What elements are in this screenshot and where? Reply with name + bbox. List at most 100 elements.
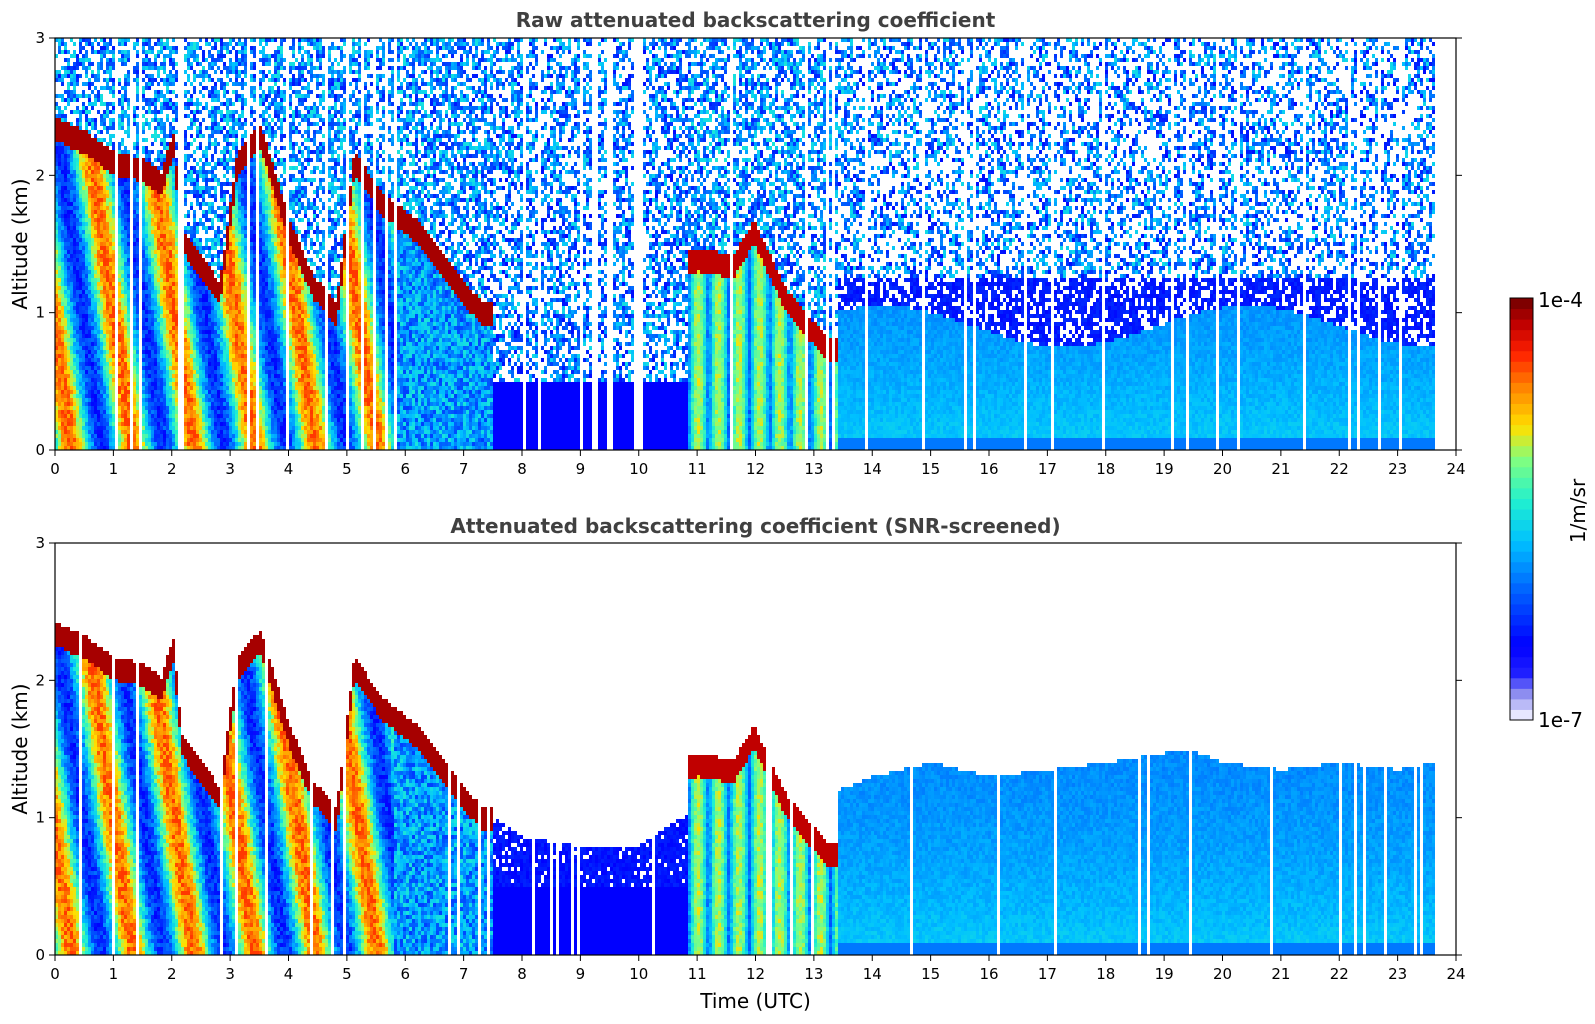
colorbar-step [1510,646,1533,657]
panel-screened-x-tick-label: 15 [921,965,940,983]
colorbar-step [1510,615,1533,626]
colorbar-step [1510,298,1533,309]
colorbar-steps [1510,298,1533,721]
panel-raw-x-tick-label: 21 [1271,460,1290,478]
colorbar-step [1510,309,1533,320]
panel-raw-x-tick-label: 3 [225,460,235,478]
colorbar-step [1510,520,1533,531]
colorbar-step [1510,709,1533,720]
panel-raw-y-tick-label: 3 [35,29,45,47]
panel-screened-x-tick-label: 16 [979,965,998,983]
colorbar-step [1510,319,1533,330]
panel-screened-x-tick-label: 0 [50,965,60,983]
panel-raw-x-tick-label: 15 [921,460,940,478]
panel-screened-xlabel: Time (UTC) [699,989,811,1013]
panel-screened-x-tick-label: 6 [400,965,410,983]
colorbar-step [1510,404,1533,415]
colorbar-step [1510,340,1533,351]
panel-screened-x-tick-label: 21 [1271,965,1290,983]
panel-raw-x-tick-label: 12 [746,460,765,478]
panel-screened-x-tick-label: 22 [1330,965,1349,983]
panel-raw-x-tick-label: 11 [688,460,707,478]
colorbar-step [1510,498,1533,509]
colorbar-step [1510,446,1533,457]
panel-screened-x-tick-label: 20 [1213,965,1232,983]
colorbar-step [1510,604,1533,615]
panel-raw-x-tick-label: 10 [629,460,648,478]
panel-raw-x-tick-label: 6 [400,460,410,478]
panel-screened-y-tick-label: 2 [35,671,45,689]
panel-screened-ylabel: Altitude (km) [8,683,32,814]
panel-raw-y-tick-label: 1 [35,304,45,322]
panel-screened-x-tick-label: 5 [342,965,352,983]
panel-screened: Attenuated backscattering coefficient (S… [8,514,1466,1013]
panel-raw-x-tick-label: 24 [1446,460,1465,478]
panel-raw-x-tick-label: 9 [576,460,586,478]
colorbar-step [1510,425,1533,436]
colorbar-step [1510,562,1533,573]
panel-raw-x-tick-label: 20 [1213,460,1232,478]
panel-screened-x-tick-label: 17 [1038,965,1057,983]
panel-screened-x-tick-label: 13 [804,965,823,983]
panel-screened-x-tick-label: 10 [629,965,648,983]
panel-raw-x-tick-label: 19 [1155,460,1174,478]
panel-raw-x-tick-label: 0 [50,460,60,478]
panel-raw-x-tick-label: 16 [979,460,998,478]
colorbar-step [1510,678,1533,689]
panel-raw-heatmap [55,38,1435,450]
panel-screened-x-tick-label: 7 [459,965,469,983]
panel-screened-x-tick-label: 1 [109,965,119,983]
panel-screened-heatmap [55,623,1435,955]
panel-raw-x-tick-label: 8 [517,460,527,478]
panel-screened-x-tick-label: 9 [576,965,586,983]
colorbar-min-label: 1e-7 [1538,708,1583,732]
colorbar-step [1510,699,1533,710]
colorbar-step [1510,330,1533,341]
panel-raw-x-tick-label: 13 [804,460,823,478]
panel-screened-x-tick-label: 18 [1096,965,1115,983]
colorbar-step [1510,435,1533,446]
panel-raw: Raw attenuated backscattering coefficien… [8,8,1466,478]
panel-screened-x-tick-label: 19 [1155,965,1174,983]
panel-screened-x-tick-label: 12 [746,965,765,983]
colorbar-step [1510,593,1533,604]
panel-raw-x-tick-label: 5 [342,460,352,478]
panel-screened-x-tick-label: 4 [284,965,294,983]
panel-raw-y-tick-label: 0 [35,441,45,459]
colorbar-step [1510,477,1533,488]
colorbar-max-label: 1e-4 [1538,288,1583,312]
panel-raw-y-tick-label: 2 [35,166,45,184]
colorbar-step [1510,667,1533,678]
colorbar-step [1510,414,1533,425]
panel-raw-x-tick-label: 7 [459,460,469,478]
colorbar-step [1510,467,1533,478]
panel-screened-x-tick-label: 3 [225,965,235,983]
panel-raw-x-tick-label: 14 [863,460,882,478]
panel-screened-x-tick-label: 24 [1446,965,1465,983]
panel-raw-x-tick-label: 23 [1388,460,1407,478]
panel-screened-x-tick-label: 11 [688,965,707,983]
panel-raw-x-tick-label: 4 [284,460,294,478]
colorbar-unit-label: 1/m/sr [1566,478,1590,543]
colorbar-step [1510,509,1533,520]
panel-screened-y-tick-label: 3 [35,534,45,552]
panel-raw-x-tick-label: 17 [1038,460,1057,478]
colorbar-step [1510,351,1533,362]
colorbar-step [1510,530,1533,541]
colorbar-step [1510,488,1533,499]
colorbar-step [1510,456,1533,467]
colorbar-step [1510,688,1533,699]
panel-screened-x-tick-label: 2 [167,965,177,983]
panel-screened-y-tick-label: 1 [35,809,45,827]
panel-raw-ylabel: Altitude (km) [8,178,32,309]
colorbar-step [1510,572,1533,583]
panel-screened-title: Attenuated backscattering coefficient (S… [450,514,1060,538]
panel-screened-x-tick-label: 8 [517,965,527,983]
colorbar-step [1510,393,1533,404]
colorbar-step [1510,583,1533,594]
colorbar-step [1510,541,1533,552]
